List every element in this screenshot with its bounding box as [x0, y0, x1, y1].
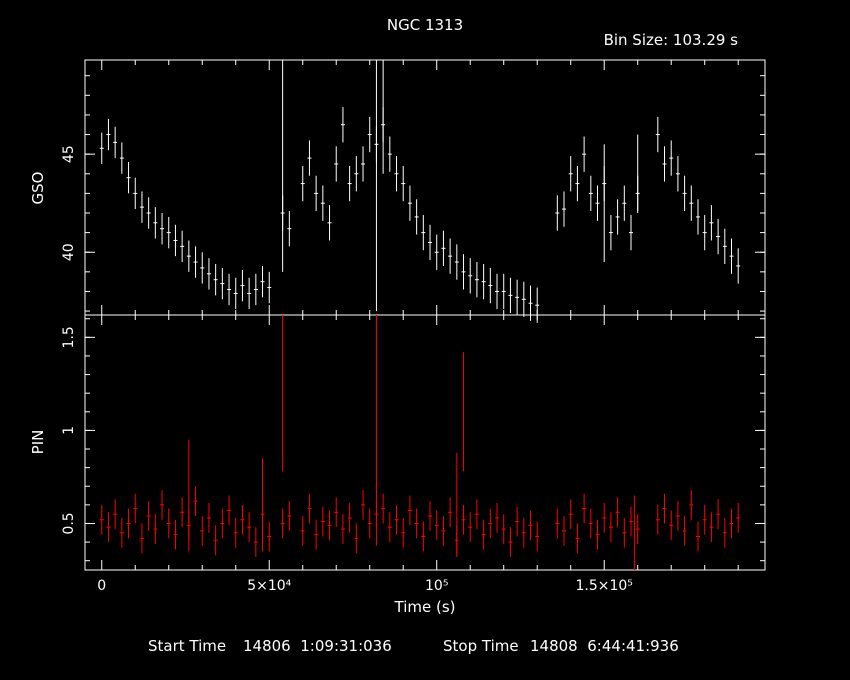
time-xtick-label: 1.5×10⁵ [576, 578, 633, 594]
time-axis-label: Time (s) [394, 598, 456, 616]
pin-series [99, 315, 741, 570]
pin-panel-frame [84, 314, 766, 571]
bin-size-label: Bin Size: 103.29 s [604, 31, 739, 49]
pin-axis-label: PIN [29, 430, 47, 455]
gso-series [99, 60, 741, 323]
gso-ytick-label: 45 [61, 145, 77, 163]
pin-ytick-label: 0.5 [61, 512, 77, 534]
time-xtick-label: 10⁵ [425, 578, 448, 594]
time-x-axis: 0 5×10⁴ 10⁵ 1.5×10⁵ [97, 578, 633, 594]
stop-time-value: 14808 6:44:41:936 [530, 637, 679, 655]
start-time-label: Start Time [148, 637, 226, 655]
stop-time-label: Stop Time [443, 637, 519, 655]
gso-axis-label: GSO [29, 172, 47, 205]
gso-y-axis: 40 45 [61, 60, 765, 315]
gso-ytick-label: 40 [61, 243, 77, 261]
start-time-value: 14806 1:09:31:036 [243, 637, 392, 655]
pin-y-axis: 0.5 1 1.5 [61, 315, 765, 570]
time-xtick-label: 5×10⁴ [247, 578, 291, 594]
pin-ytick-label: 1.5 [61, 326, 77, 348]
pin-ytick-label: 1 [61, 426, 77, 435]
time-xtick-label: 0 [97, 578, 106, 594]
chart-title: NGC 1313 [387, 16, 463, 34]
